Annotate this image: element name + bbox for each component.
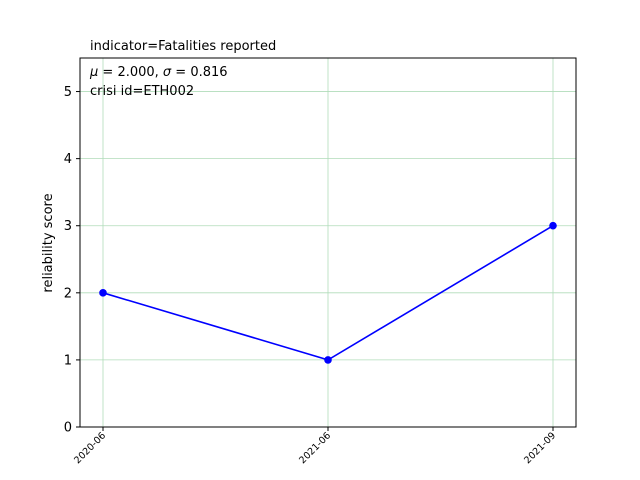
stats-annotation: μ = 2.000, σ = 0.816	[89, 65, 228, 80]
data-point	[549, 221, 557, 230]
series-layer	[99, 221, 557, 364]
y-tick-label: 3	[64, 219, 72, 234]
y-tick-label: 4	[64, 152, 72, 167]
chart-title: indicator=Fatalities reported	[90, 39, 276, 54]
crisis-id-annotation: crisi id=ETH002	[90, 84, 194, 99]
y-axis-title: reliability score	[41, 193, 56, 292]
data-point	[99, 289, 107, 297]
y-tick-label: 0	[64, 421, 72, 436]
y-tick-label: 1	[64, 353, 72, 368]
y-tick-label: 5	[64, 85, 72, 100]
y-axis: 0 1 2 3 4 5	[64, 85, 80, 436]
data-point	[324, 356, 332, 364]
y-tick-label: 2	[64, 286, 72, 301]
